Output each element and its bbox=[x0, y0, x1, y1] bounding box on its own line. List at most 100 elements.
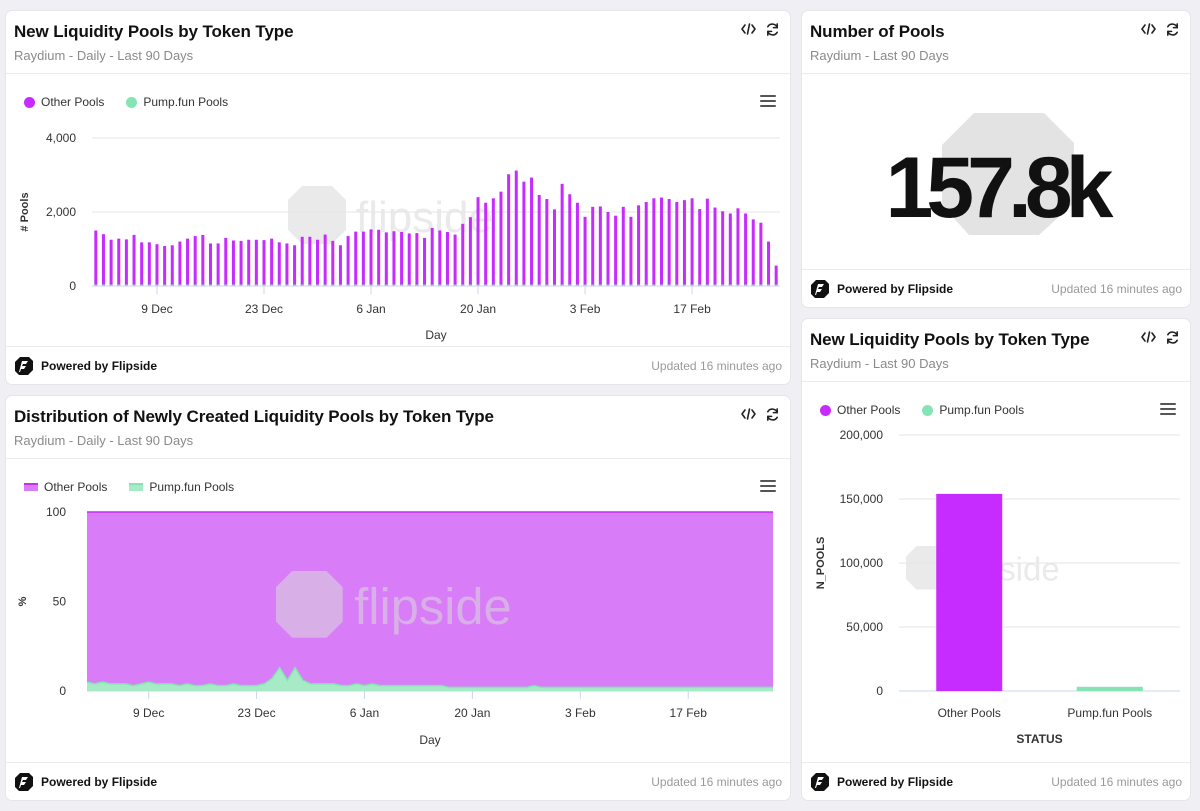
bar-pump-pools bbox=[499, 284, 503, 286]
x-axis-title: Day bbox=[419, 733, 440, 747]
bar-other-pools bbox=[155, 244, 159, 286]
bar-pump-pools bbox=[660, 284, 664, 286]
bar-pump-pools bbox=[94, 284, 98, 286]
bar-other-pools bbox=[331, 240, 335, 286]
chart-menu-icon[interactable] bbox=[760, 480, 776, 494]
powered-by-label: Powered by Flipside bbox=[837, 281, 954, 296]
bar-pump-pools bbox=[530, 284, 534, 286]
flipside-logo-icon bbox=[15, 356, 33, 375]
bar-pump-pools bbox=[101, 284, 105, 286]
bar-pump-pools bbox=[392, 284, 396, 286]
bar-other-pools bbox=[369, 229, 373, 286]
chart-menu-icon[interactable] bbox=[1160, 403, 1176, 417]
legend-pump-pools[interactable]: Pump.fun Pools bbox=[129, 480, 234, 494]
x-tick-label: 9 Dec bbox=[133, 706, 164, 720]
card-daily-pools: New Liquidity Pools by Token Type Raydiu… bbox=[6, 11, 790, 384]
x-tick-label: 3 Feb bbox=[565, 706, 596, 720]
bar-other-pools bbox=[705, 198, 709, 286]
legend-label: Pump.fun Pools bbox=[143, 95, 229, 109]
bar-other-pools bbox=[461, 223, 465, 286]
x-tick-label: 17 Feb bbox=[673, 302, 711, 316]
powered-by[interactable]: Powered by Flipside bbox=[810, 772, 953, 792]
card-header: New Liquidity Pools by Token Type Raydiu… bbox=[6, 11, 790, 74]
flipside-logo-icon bbox=[15, 772, 33, 791]
bar-pump-pools bbox=[614, 284, 618, 286]
refresh-icon[interactable] bbox=[1164, 21, 1180, 37]
card-footer: Powered by Flipside Updated 16 minutes a… bbox=[6, 762, 790, 800]
chart-menu-icon[interactable] bbox=[760, 95, 776, 109]
bar-pump-pools bbox=[476, 284, 480, 286]
bar-pump-pools bbox=[384, 284, 388, 286]
bar-pump-pools bbox=[484, 284, 488, 286]
bar-other-pools bbox=[545, 199, 549, 286]
bar-pump-pools bbox=[300, 284, 304, 286]
bar-other-pools bbox=[101, 234, 105, 286]
y-axis-title: # Pools bbox=[19, 192, 31, 231]
card-subtitle: Raydium - Last 90 Days bbox=[810, 48, 949, 63]
bar-other-pools bbox=[514, 170, 518, 286]
y-tick-label: 150,000 bbox=[840, 492, 884, 506]
refresh-icon[interactable] bbox=[764, 21, 780, 37]
code-icon[interactable] bbox=[1140, 329, 1156, 345]
bar-other-pools bbox=[751, 219, 755, 286]
bar-pump-pools bbox=[468, 284, 472, 286]
bar-pump-pools bbox=[637, 284, 641, 286]
bar-other-pools bbox=[323, 234, 327, 286]
bar-other-pools bbox=[530, 177, 534, 286]
powered-by[interactable]: Powered by Flipside bbox=[14, 356, 157, 376]
bar-pump-pools bbox=[308, 284, 312, 286]
legend-other-pools[interactable]: Other Pools bbox=[24, 95, 104, 109]
bar-pump-pools bbox=[377, 284, 381, 286]
bar-other-pools bbox=[621, 206, 625, 286]
x-tick-label: 20 Jan bbox=[454, 706, 490, 720]
bar-other-pools bbox=[377, 229, 381, 286]
bar-other-pools bbox=[690, 198, 694, 286]
bar-pump-pools bbox=[354, 284, 358, 286]
bar-other-pools bbox=[285, 243, 289, 286]
card-subtitle: Raydium - Daily - Last 90 Days bbox=[14, 433, 194, 448]
card-status-totals: New Liquidity Pools by Token Type Raydiu… bbox=[802, 319, 1190, 800]
legend-pump-pools[interactable]: Pump.fun Pools bbox=[126, 95, 228, 109]
bar-other-pools bbox=[186, 238, 190, 286]
powered-by[interactable]: Powered by Flipside bbox=[810, 279, 953, 299]
bar-other-pools bbox=[721, 211, 725, 286]
bar-other-pools bbox=[507, 174, 511, 286]
chart-legend: Other Pools Pump.fun Pools bbox=[24, 95, 228, 109]
bar-pump-pools bbox=[277, 284, 281, 286]
refresh-icon[interactable] bbox=[764, 406, 780, 422]
y-tick-label: 0 bbox=[69, 279, 76, 293]
bar-other-pools bbox=[231, 240, 235, 286]
bar-pump-pools bbox=[361, 284, 365, 286]
bar-pump-pools bbox=[728, 284, 732, 286]
x-tick-label: Pump.fun Pools bbox=[1067, 706, 1152, 720]
card-header: Number of Pools Raydium - Last 90 Days bbox=[802, 11, 1190, 74]
refresh-icon[interactable] bbox=[1164, 329, 1180, 345]
x-axis-title: Day bbox=[425, 328, 446, 342]
bar-pump-pools bbox=[751, 284, 755, 286]
bar-pump-pools bbox=[721, 284, 725, 286]
bar-pump-pools bbox=[155, 284, 159, 286]
x-tick-label: 9 Dec bbox=[141, 302, 172, 316]
bar-other-pools bbox=[728, 213, 732, 286]
bar-other-pools bbox=[400, 231, 404, 286]
bar-pump-pools bbox=[736, 284, 740, 286]
legend-other-pools[interactable]: Other Pools bbox=[24, 480, 107, 494]
chart-legend: Other Pools Pump.fun Pools bbox=[820, 403, 1024, 417]
bar-other-pools bbox=[445, 231, 449, 286]
code-icon[interactable] bbox=[740, 406, 756, 422]
x-tick-label: 3 Feb bbox=[570, 302, 601, 316]
bar-pump-pools bbox=[682, 284, 686, 286]
bar-pump-pools bbox=[583, 284, 587, 286]
code-icon[interactable] bbox=[1140, 21, 1156, 37]
bar-pump-pools bbox=[445, 284, 449, 286]
bar-pump-pools bbox=[338, 284, 342, 286]
powered-by[interactable]: Powered by Flipside bbox=[14, 772, 157, 792]
distribution-area-chart: 0 50 100 flipside 9 Dec 23 Dec 6 Jan 20 Jan 3 Fe… bbox=[17, 505, 773, 747]
bar-other-pools bbox=[583, 216, 587, 286]
legend-pump-pools[interactable]: Pump.fun Pools bbox=[922, 403, 1024, 417]
bar-pump-pools bbox=[247, 284, 251, 286]
legend-other-pools[interactable]: Other Pools bbox=[820, 403, 900, 417]
bar-other-pools bbox=[936, 493, 1003, 691]
code-icon[interactable] bbox=[740, 21, 756, 37]
bar-other-pools bbox=[239, 240, 243, 286]
